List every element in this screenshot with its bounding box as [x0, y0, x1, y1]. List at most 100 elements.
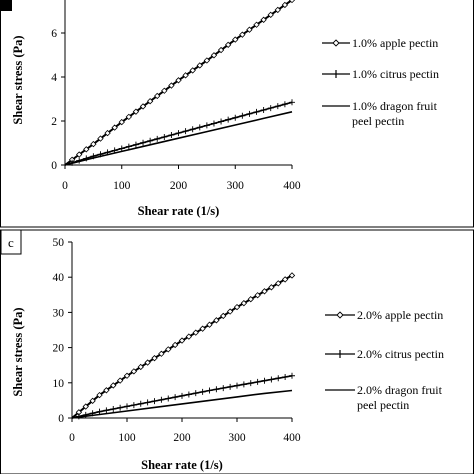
- y-tick-label: 50: [53, 237, 65, 249]
- data-point: [206, 387, 213, 394]
- data-point: [234, 382, 240, 389]
- data-point: [132, 108, 140, 115]
- data-point: [158, 396, 165, 403]
- data-point: [137, 363, 144, 371]
- data-point: [261, 288, 268, 295]
- data-point: [178, 337, 186, 344]
- data-point: [189, 67, 196, 74]
- data-point: [192, 329, 199, 336]
- x-tick-label: 200: [173, 432, 191, 444]
- data-point: [110, 382, 117, 389]
- y-tick-label: 0: [58, 413, 64, 425]
- data-point: [196, 62, 203, 69]
- data-point: [103, 407, 110, 414]
- data-point: [253, 108, 260, 115]
- data-point: [268, 284, 275, 291]
- data-point: [210, 52, 218, 59]
- data-point: [185, 333, 193, 340]
- data-point: [132, 141, 139, 148]
- data-point: [179, 392, 185, 399]
- data-point: [185, 391, 192, 398]
- x-axis-title: Shear rate (1/s): [138, 204, 220, 218]
- panel-c-label: c: [8, 235, 14, 250]
- data-point: [254, 292, 261, 299]
- data-point: [225, 116, 232, 123]
- data-point: [158, 350, 165, 357]
- panel-c-label-box: [0, 229, 22, 255]
- data-point: [182, 72, 189, 79]
- data-point: [124, 403, 130, 410]
- data-point: [260, 107, 267, 113]
- data-point: [139, 103, 147, 110]
- data-point: [123, 372, 131, 379]
- data-point: [199, 388, 206, 395]
- series-line-dash: [71, 389, 293, 419]
- data-point: [144, 399, 151, 406]
- data-point: [232, 114, 239, 121]
- data-point: [82, 403, 89, 410]
- data-point: [233, 303, 241, 311]
- data-point: [147, 137, 154, 144]
- data-point: [206, 321, 213, 328]
- data-point: [118, 118, 125, 126]
- data-point: [267, 11, 274, 19]
- series-line-dash: [64, 111, 293, 166]
- data-point: [268, 376, 275, 383]
- data-point: [288, 272, 296, 279]
- data-point: [151, 398, 158, 405]
- data-point: [97, 135, 104, 142]
- chart-panel-c: 0 100 200 300 400 0 10 20 30 40 50 Shear rate (1/s)…: [11, 237, 444, 472]
- data-point: [118, 145, 125, 152]
- data-point: [217, 46, 225, 54]
- data-point: [116, 377, 124, 384]
- data-point: [289, 372, 295, 379]
- data-point: [154, 92, 161, 100]
- legend-label: 2.0% citrus pectin: [357, 347, 444, 361]
- data-point: [210, 120, 217, 127]
- data-point: [267, 105, 274, 112]
- data-point: [146, 98, 154, 105]
- y-tick-label: 40: [53, 272, 65, 284]
- data-point: [247, 380, 254, 387]
- data-point: [275, 280, 282, 287]
- data-point: [203, 122, 210, 129]
- data-point: [203, 57, 211, 64]
- data-point: [220, 385, 227, 392]
- x-axis-title: Shear rate (1/s): [141, 458, 223, 472]
- data-point: [260, 16, 267, 23]
- data-point: [161, 87, 168, 94]
- data-point: [240, 299, 248, 307]
- data-point: [144, 359, 151, 366]
- data-point: [196, 124, 203, 131]
- y-tick-label: 4: [51, 72, 57, 84]
- x-tick-label: 400: [283, 180, 301, 192]
- data-point: [154, 135, 161, 142]
- data-point: [274, 6, 281, 14]
- y-tick-label: 2: [51, 116, 57, 128]
- legend-marker: [332, 39, 340, 47]
- legend-label: 1.0% apple pectin: [352, 36, 438, 50]
- data-point: [275, 375, 282, 382]
- data-point: [76, 151, 83, 158]
- legend-label: 2.0% dragon fruit: [357, 383, 443, 397]
- data-point: [168, 132, 175, 139]
- x-tick-label: 0: [69, 432, 75, 444]
- data-point: [83, 146, 90, 153]
- data-point: [137, 400, 144, 407]
- data-point: [110, 406, 117, 413]
- data-point: [239, 112, 246, 119]
- data-point: [261, 377, 268, 384]
- data-point: [104, 129, 111, 137]
- data-point: [96, 408, 103, 415]
- data-point: [246, 26, 253, 33]
- data-point: [151, 354, 158, 362]
- data-point: [247, 296, 254, 303]
- data-point: [289, 99, 295, 106]
- legend-marker: [336, 311, 344, 319]
- data-point: [226, 308, 234, 315]
- data-point: [288, 0, 296, 4]
- data-point: [246, 110, 253, 117]
- data-point: [90, 140, 97, 148]
- data-point: [130, 368, 138, 375]
